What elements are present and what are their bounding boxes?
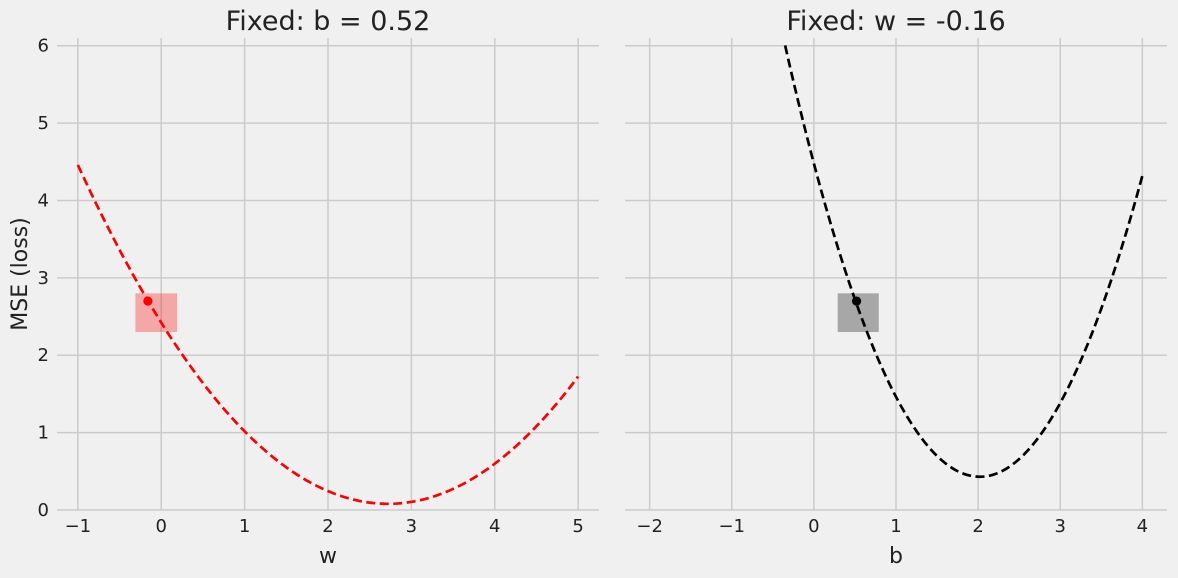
- current-point: [143, 296, 153, 306]
- y-tick-label: 6: [38, 36, 49, 57]
- x-tick-label: 2: [322, 516, 333, 537]
- chart-title: Fixed: w = -0.16: [786, 6, 1005, 37]
- x-tick-label: 3: [406, 516, 417, 537]
- y-axis-label: MSE (loss): [8, 217, 33, 331]
- x-tick-label: 5: [572, 516, 583, 537]
- x-tick-label: −1: [718, 516, 745, 537]
- x-tick-label: 2: [972, 516, 983, 537]
- x-tick-label: 1: [890, 516, 901, 537]
- x-axis-label: b: [889, 544, 903, 569]
- right-plot-panel: −2 −1 0 1 2 3 4 Fixed: w = -0.16 b: [625, 6, 1167, 569]
- current-point: [851, 296, 862, 306]
- x-tick-label: 0: [808, 516, 819, 537]
- chart-title: Fixed: b = 0.52: [226, 6, 431, 37]
- x-tick-label: −1: [65, 516, 92, 537]
- y-tick-label: 2: [38, 345, 49, 366]
- x-tick-label: 4: [489, 516, 500, 537]
- x-tick-label: 1: [239, 516, 250, 537]
- x-tick-label: −2: [636, 516, 663, 537]
- x-tick-label: 0: [156, 516, 167, 537]
- loss-curve-0: [783, 45, 1144, 479]
- y-tick-label: 0: [38, 500, 49, 521]
- x-axis-label: w: [319, 544, 337, 569]
- x-tick-label: 4: [1137, 516, 1148, 537]
- x-tick-label: 3: [1055, 516, 1066, 537]
- y-tick-label: 1: [38, 423, 49, 444]
- y-tick-label: 4: [38, 190, 49, 211]
- loss-curve-0: [76, 164, 580, 506]
- y-tick-label: 3: [38, 268, 49, 289]
- left-plot-panel: −1 0 1 2 3 4 5 0 1 2 3 4 5 6 Fixed: b = 0.52 w MSE (loss…: [8, 6, 599, 569]
- y-tick-label: 5: [38, 113, 49, 134]
